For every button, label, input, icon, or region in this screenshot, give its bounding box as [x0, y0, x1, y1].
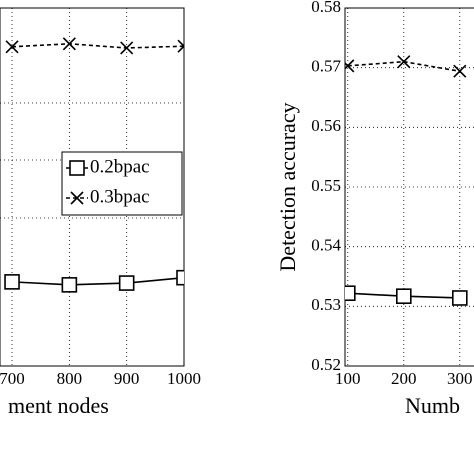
legend-label: 0.3bpac: [90, 186, 150, 207]
x-tick-label: 900: [114, 369, 140, 388]
x-tick-label: 200: [391, 369, 417, 388]
x-tick-label: 300: [447, 369, 473, 388]
marker: [5, 40, 19, 54]
y-tick-label: 0.58: [311, 0, 341, 16]
marker: [395, 288, 412, 304]
marker: [120, 41, 134, 55]
series-line: [11, 42, 184, 49]
x-tick-label: 800: [57, 369, 83, 388]
marker: [177, 39, 184, 53]
marker: [61, 277, 78, 293]
x-axis-label: Numb: [405, 393, 460, 418]
y-tick-label: 0.54: [311, 236, 341, 255]
marker: [451, 290, 468, 306]
marker: [62, 37, 76, 51]
x-tick-label: 100: [335, 369, 361, 388]
y-tick-label: 0.57: [311, 57, 341, 76]
marker: [176, 269, 184, 286]
legend-label: 0.2bpac: [90, 156, 150, 177]
marker: [4, 274, 20, 290]
series-line: [11, 276, 184, 286]
y-tick-label: 0.55: [311, 176, 341, 195]
marker: [345, 59, 355, 73]
x-axis-label: ment nodes: [8, 393, 109, 418]
plot-area: [4, 37, 184, 293]
marker: [345, 285, 356, 302]
marker: [118, 275, 135, 291]
marker: [453, 64, 467, 78]
y-tick-label: 0.56: [311, 116, 341, 135]
plot-frame: [0, 7, 185, 367]
x-tick-label: 700: [0, 369, 25, 388]
y-tick-label: 0.52: [311, 355, 341, 374]
plot-area: [345, 55, 468, 306]
marker: [69, 160, 85, 176]
x-tick-label: 1000: [167, 369, 201, 388]
series-line: [347, 60, 460, 73]
y-axis-label: Detection accuracy: [275, 102, 300, 271]
marker: [397, 55, 411, 69]
y-tick-label: 0.53: [311, 295, 341, 314]
marker: [70, 191, 84, 205]
